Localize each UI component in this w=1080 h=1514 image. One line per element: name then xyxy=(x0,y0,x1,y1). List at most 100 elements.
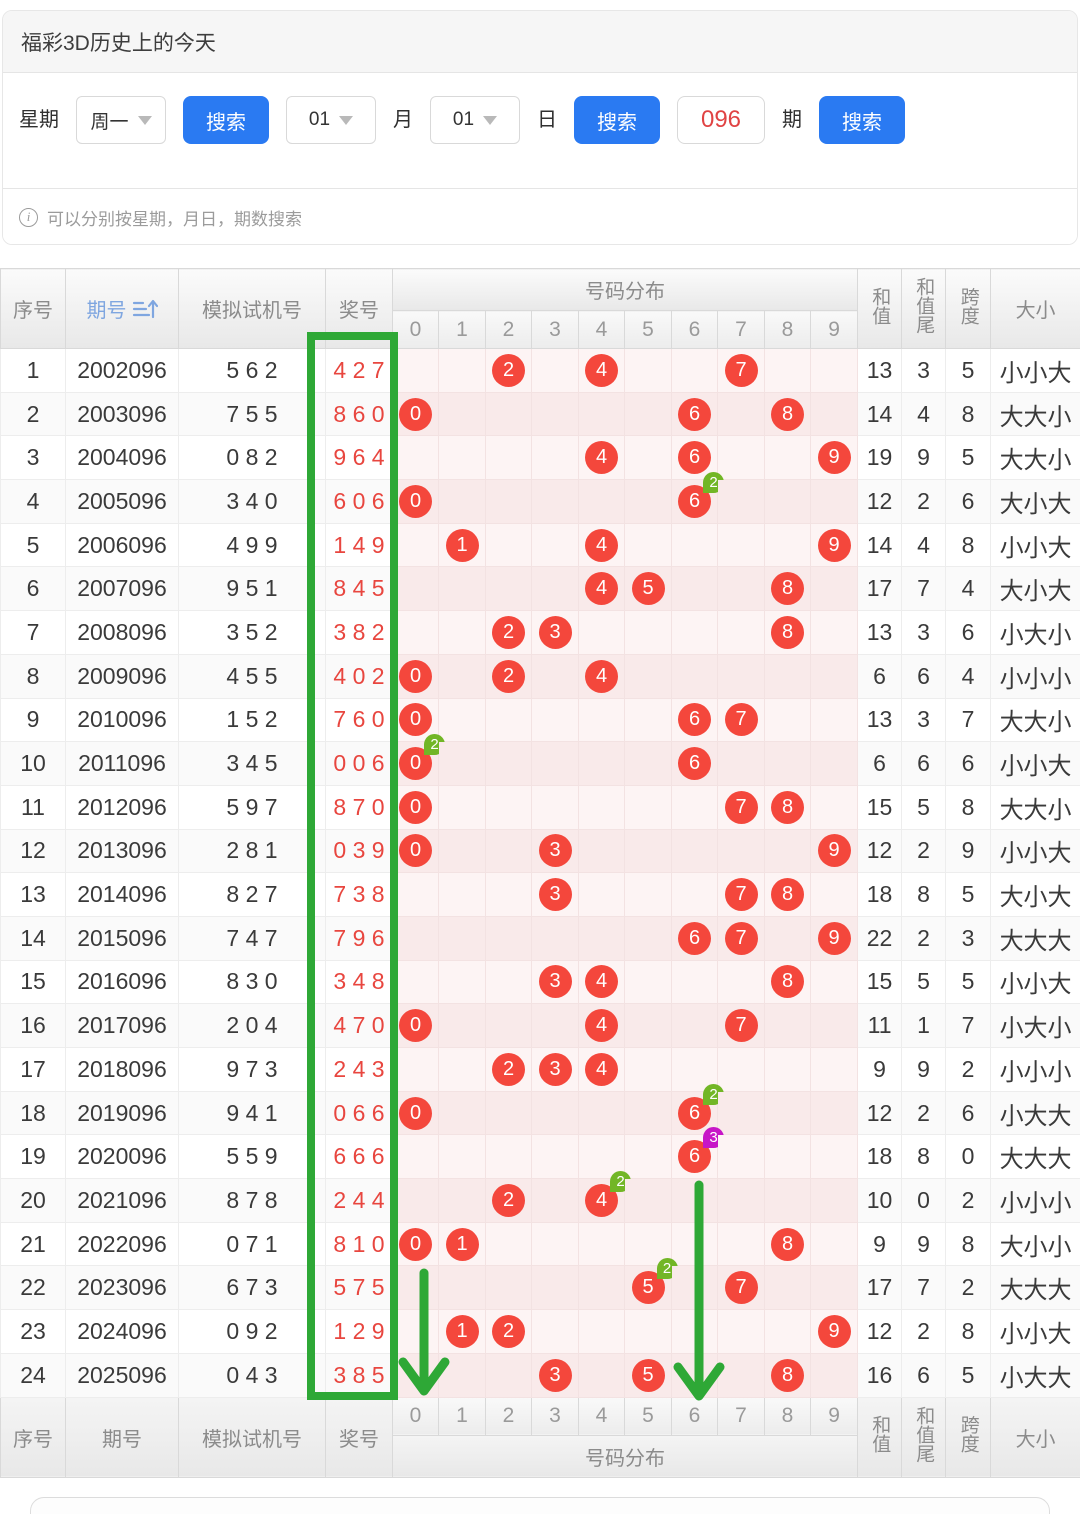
distribution-cell: 7 xyxy=(717,1003,765,1048)
weekday-select-value: 周一 xyxy=(90,111,129,133)
size-cell: 大小大 xyxy=(990,479,1080,524)
distribution-cell xyxy=(485,872,532,917)
distribution-cell: 2 xyxy=(485,610,532,655)
header-issue-sortable[interactable]: 期号 xyxy=(65,268,179,349)
digit-ball: 1 xyxy=(445,1314,479,1348)
distribution-cell: 7 xyxy=(717,872,765,917)
prize-number-cell: 8 4 5 xyxy=(325,566,393,612)
prize-number-cell: 2 4 3 xyxy=(325,1047,393,1092)
size-cell: 小小大 xyxy=(990,959,1080,1005)
index-cell: 14 xyxy=(0,915,66,961)
distribution-cell xyxy=(438,348,486,393)
sum-cell: 6 xyxy=(857,653,903,699)
distribution-cell xyxy=(438,828,486,874)
distribution-cell: 8 xyxy=(764,610,811,655)
sum-cell: 6 xyxy=(857,741,903,786)
distribution-cell xyxy=(809,1221,859,1267)
issue-cell: 2008096 xyxy=(65,610,179,655)
distribution-cell xyxy=(717,522,765,568)
distribution-cell xyxy=(717,566,765,612)
distribution-cell xyxy=(764,915,811,961)
prize-number-cell: 4 7 0 xyxy=(325,1003,393,1048)
test-number-cell: 1 5 2 xyxy=(178,697,326,743)
distribution-cell xyxy=(717,435,765,481)
sum-tail-cell: 1 xyxy=(901,1003,947,1048)
digit-ball: 0 xyxy=(399,703,432,737)
distribution-cell xyxy=(392,435,439,481)
span-cell: 2 xyxy=(945,1047,992,1092)
sum-cell: 18 xyxy=(857,872,903,917)
size-cell: 大大大 xyxy=(990,915,1080,961)
weekday-select[interactable]: 周一 xyxy=(76,96,166,144)
distribution-cell xyxy=(392,1134,439,1180)
digit-ball: 4 xyxy=(585,441,618,475)
prize-number-cell: 7 3 8 xyxy=(325,872,393,917)
search-date-button[interactable]: 搜索 xyxy=(574,96,660,144)
distribution-cell xyxy=(438,1178,486,1223)
sum-tail-cell: 2 xyxy=(901,1309,947,1354)
sum-tail-cell: 2 xyxy=(901,915,947,961)
distribution-cell: 4 xyxy=(578,348,625,393)
prize-number-cell: 8 1 0 xyxy=(325,1221,393,1267)
distribution-cell xyxy=(809,697,859,743)
search-issue-button[interactable]: 搜索 xyxy=(819,96,905,144)
sum-tail-cell: 3 xyxy=(901,697,947,743)
test-number-cell: 7 4 7 xyxy=(178,915,326,961)
footer-sum: 和值 xyxy=(857,1396,903,1478)
digit-ball: 0 xyxy=(399,1096,432,1130)
distribution-cell: 0 xyxy=(392,391,439,437)
distribution-cell xyxy=(717,1309,765,1354)
prize-number-cell: 0 0 6 xyxy=(325,741,393,786)
distribution-cell xyxy=(764,653,811,699)
distribution-cell xyxy=(438,959,486,1005)
test-number-cell: 2 0 4 xyxy=(178,1003,326,1048)
span-cell: 6 xyxy=(945,479,992,524)
distribution-cell xyxy=(578,1265,625,1311)
digit-ball: 6 xyxy=(678,921,711,955)
digit-column-header: 0 xyxy=(392,1396,439,1436)
test-number-cell: 0 9 2 xyxy=(178,1309,326,1354)
distribution-cell: 6 xyxy=(671,915,718,961)
sum-cell: 10 xyxy=(857,1178,903,1223)
issue-cell: 2007096 xyxy=(65,566,179,612)
distribution-cell xyxy=(438,1265,486,1311)
distribution-cell xyxy=(438,479,486,524)
digit-ball: 9 xyxy=(817,441,851,475)
distribution-cell xyxy=(764,741,811,786)
search-week-button[interactable]: 搜索 xyxy=(183,96,269,144)
sum-cell: 17 xyxy=(857,1265,903,1311)
digit-ball: 2 xyxy=(492,659,525,693)
size-cell: 大小大 xyxy=(990,566,1080,612)
distribution-cell xyxy=(809,610,859,655)
digit-ball: 0 xyxy=(399,834,432,868)
month-select[interactable]: 01 xyxy=(286,96,376,144)
week-label: 星期 xyxy=(19,109,59,131)
distribution-cell: 8 xyxy=(764,784,811,830)
distribution-cell xyxy=(624,1134,672,1180)
distribution-cell xyxy=(485,915,532,961)
distribution-cell: 4 xyxy=(578,566,625,612)
distribution-cell: 7 xyxy=(717,697,765,743)
index-cell: 4 xyxy=(0,479,66,524)
digit-ball: 8 xyxy=(771,1358,804,1392)
sum-cell: 19 xyxy=(857,435,903,481)
sum-cell: 14 xyxy=(857,522,903,568)
day-select[interactable]: 01 xyxy=(430,96,520,144)
distribution-cell xyxy=(671,1178,718,1223)
prize-number-cell: 0 6 6 xyxy=(325,1090,393,1136)
issue-cell: 2006096 xyxy=(65,522,179,568)
sum-tail-cell: 6 xyxy=(901,741,947,786)
distribution-cell xyxy=(624,1047,672,1092)
issue-number-input[interactable] xyxy=(677,96,765,144)
distribution-cell: 8 xyxy=(764,1352,811,1398)
index-cell: 7 xyxy=(0,610,66,655)
